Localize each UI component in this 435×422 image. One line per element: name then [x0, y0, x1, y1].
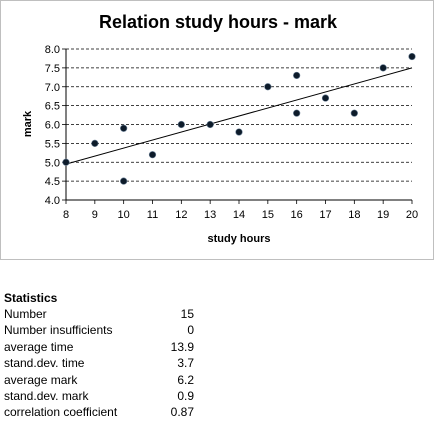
y-tick-label: 6.0 [45, 120, 60, 132]
y-tick-label: 4.5 [45, 176, 60, 188]
trendline [65, 67, 413, 165]
data-point [321, 94, 330, 102]
data-point [235, 128, 243, 136]
x-tick-label: 13 [204, 209, 216, 221]
statistics-rows: Number 15 Number insufficients 0 average tim… [4, 306, 204, 421]
statistics-row: average time 13.9 [4, 339, 204, 355]
x-tick-label: 12 [175, 209, 187, 221]
data-point [379, 64, 387, 72]
statistics-row: average mark 6.2 [4, 372, 204, 388]
data-point [177, 120, 185, 129]
data-point [120, 124, 128, 132]
statistic-label: Number [4, 307, 47, 321]
data-point [120, 177, 128, 185]
x-tick-label: 18 [348, 209, 360, 221]
x-tick-label: 9 [92, 209, 98, 221]
scatter-chart: Relation study hours - mark 4.0 4.5 5.0 5.5… [22, 12, 418, 245]
x-tick-label: 17 [319, 209, 331, 221]
trendline-group [65, 67, 413, 165]
x-tick-label: 16 [291, 209, 303, 221]
y-tick-label: 7.0 [45, 82, 60, 94]
data-point [408, 52, 416, 61]
x-tick-label: 8 [63, 209, 69, 221]
data-point [91, 139, 99, 147]
chart-frame [0, 0, 434, 260]
statistics-table: Statistics Number 15 Number insufficients 0… [4, 290, 204, 421]
y-axis-title: mark [22, 110, 34, 137]
chart-title: Relation study hours - mark [99, 12, 338, 32]
data-points [62, 52, 416, 185]
y-tick-label: 6.5 [45, 101, 60, 113]
x-tick-label: 20 [406, 209, 418, 221]
statistic-value: 0.87 [170, 405, 194, 420]
statistic-label: stand.dev. time [4, 356, 85, 371]
x-tick-label: 14 [233, 209, 245, 221]
x-tick-label: 10 [118, 209, 130, 221]
data-point [293, 71, 301, 80]
axes [62, 48, 413, 204]
data-point [264, 83, 272, 91]
statistic-label: correlation coefficient [4, 405, 118, 420]
statistic-label: average mark [4, 372, 78, 387]
statistics-row: Number insufficients 0 [4, 322, 204, 338]
x-tick-label: 19 [377, 209, 389, 221]
y-tick-label: 8.0 [45, 44, 60, 56]
tick-labels: 4.0 4.5 5.0 5.5 6.0 6.5 7.0 7.5 8.0 8 9 10 11 12 13 14 1… [45, 44, 418, 221]
statistic-value: 0.9 [177, 388, 194, 403]
data-point [148, 151, 157, 159]
statistic-label: stand.dev. mark [4, 388, 89, 403]
data-point [350, 109, 358, 117]
statistic-value: 15 [180, 307, 194, 321]
statistics-row: stand.dev. time 3.7 [4, 355, 204, 371]
statistic-value: 0 [187, 323, 194, 338]
x-axis-title: study hours [208, 233, 271, 245]
statistic-label: average time [4, 339, 74, 354]
statistic-label: Number insufficients [4, 323, 113, 338]
data-point [293, 109, 301, 117]
y-tick-label: 7.5 [45, 63, 60, 75]
data-point [206, 120, 214, 129]
y-tick-label: 5.5 [45, 138, 60, 150]
x-tick-label: 11 [147, 209, 158, 221]
statistic-value: 13.9 [170, 339, 194, 354]
statistics-row: Number 15 [4, 306, 204, 322]
y-tick-label: 5.0 [45, 157, 60, 169]
y-tick-label: 4.0 [45, 195, 60, 207]
statistics-heading: Statistics [4, 291, 58, 305]
statistics-row: stand.dev. mark 0.9 [4, 388, 204, 404]
grid-lines [66, 48, 412, 182]
statistics-row: correlation coefficient 0.87 [4, 404, 204, 420]
statistic-value: 6.2 [177, 372, 194, 387]
data-point [62, 158, 70, 166]
x-tick-label: 15 [262, 209, 274, 221]
statistic-value: 3.7 [177, 356, 194, 371]
